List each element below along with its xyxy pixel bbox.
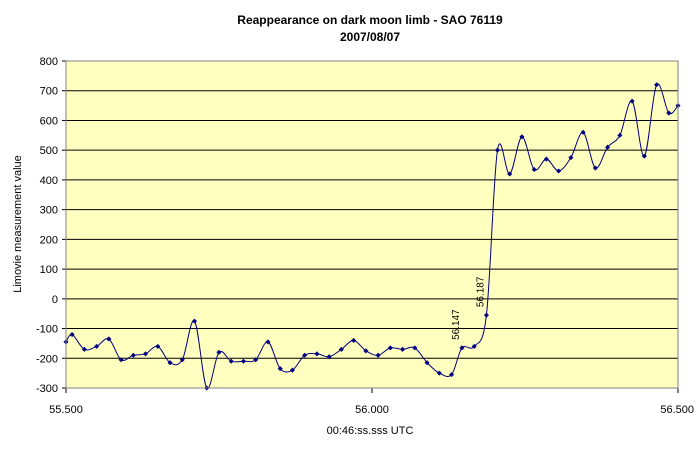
- data-point: [449, 372, 455, 378]
- data-point: [459, 345, 465, 351]
- data-point: [81, 346, 87, 352]
- y-tick-label: 700: [40, 86, 58, 98]
- data-point: [483, 312, 489, 318]
- data-point: [155, 343, 161, 349]
- data-point: [400, 346, 406, 352]
- data-point: [617, 132, 623, 138]
- data-point: [302, 352, 308, 358]
- data-point: [436, 370, 442, 376]
- data-point: [338, 346, 344, 352]
- x-tick-label: 56.000: [355, 404, 389, 416]
- data-point: [277, 366, 283, 372]
- data-point: [94, 343, 100, 349]
- data-point: [130, 352, 136, 358]
- data-point: [326, 354, 332, 360]
- data-point: [289, 367, 295, 373]
- x-tick-label: 55.500: [49, 404, 83, 416]
- data-point: [494, 147, 501, 153]
- chart-subtitle: 2007/08/07: [340, 30, 400, 44]
- data-point: [363, 348, 369, 354]
- data-point: [375, 352, 381, 358]
- data-point: [216, 349, 222, 355]
- y-tick-label: 800: [40, 56, 58, 68]
- y-tick-label: 600: [40, 115, 58, 127]
- x-axis-label: 00:46:ss.sss UTC: [327, 425, 414, 437]
- data-point: [471, 343, 477, 349]
- data-point: [191, 318, 198, 324]
- data-point: [568, 155, 574, 161]
- data-point: [641, 153, 647, 159]
- data-point: [253, 357, 259, 363]
- data-point: [424, 360, 430, 366]
- data-label: 56.147: [451, 309, 462, 340]
- plot-area: [66, 61, 678, 388]
- y-tick-label: -300: [36, 383, 58, 395]
- x-tick-label: 56.500: [660, 404, 694, 416]
- data-point: [351, 337, 357, 343]
- y-tick-label: 0: [52, 294, 58, 306]
- annotations: 56.147 56.187: [451, 276, 486, 340]
- data-point: [179, 357, 185, 363]
- y-tick-label: 500: [40, 145, 58, 157]
- data-points: [63, 82, 681, 391]
- y-tick-label: 200: [40, 234, 58, 246]
- data-label: 56.187: [475, 276, 486, 307]
- y-axis-label: Limovie measurement value: [12, 155, 24, 293]
- y-tick-label: -200: [36, 353, 58, 365]
- data-point: [167, 360, 173, 366]
- data-point: [240, 358, 247, 364]
- data-point: [314, 351, 320, 357]
- x-tick-labels: 55.500 56.000 56.500: [49, 388, 694, 416]
- y-tick-label: 400: [40, 175, 58, 187]
- y-tick-labels: 800 700 600 500 400 300 200 100 0 -100 -200 -300: [36, 56, 66, 395]
- y-tick-label: 300: [40, 205, 58, 217]
- data-point: [228, 358, 234, 364]
- data-point: [143, 351, 149, 357]
- data-point: [387, 345, 393, 351]
- chart-title: Reappearance on dark moon limb - SAO 761…: [237, 13, 503, 27]
- plot-border: [65, 60, 679, 389]
- y-tick-label: 100: [40, 264, 58, 276]
- data-point: [265, 339, 271, 345]
- data-point: [118, 357, 124, 363]
- y-tick-label: -100: [36, 324, 58, 336]
- data-point: [412, 345, 418, 351]
